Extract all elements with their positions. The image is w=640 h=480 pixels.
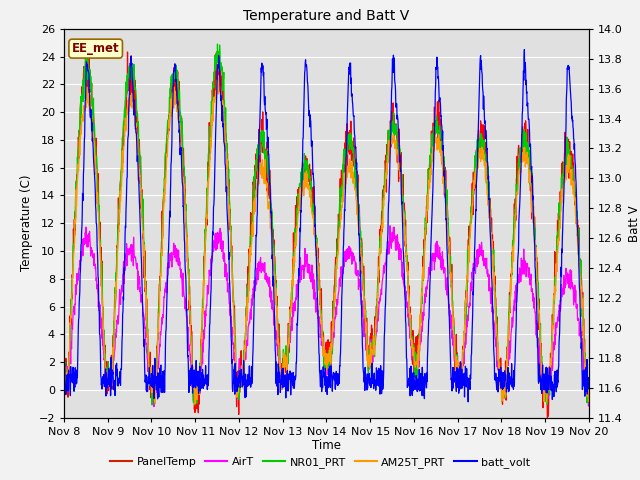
Legend: PanelTemp, AirT, NR01_PRT, AM25T_PRT, batt_volt: PanelTemp, AirT, NR01_PRT, AM25T_PRT, ba… bbox=[106, 452, 534, 472]
Title: Temperature and Batt V: Temperature and Batt V bbox=[243, 10, 410, 24]
X-axis label: Time: Time bbox=[312, 439, 341, 453]
Text: EE_met: EE_met bbox=[72, 42, 120, 55]
Y-axis label: Temperature (C): Temperature (C) bbox=[20, 175, 33, 272]
Y-axis label: Batt V: Batt V bbox=[628, 205, 640, 241]
